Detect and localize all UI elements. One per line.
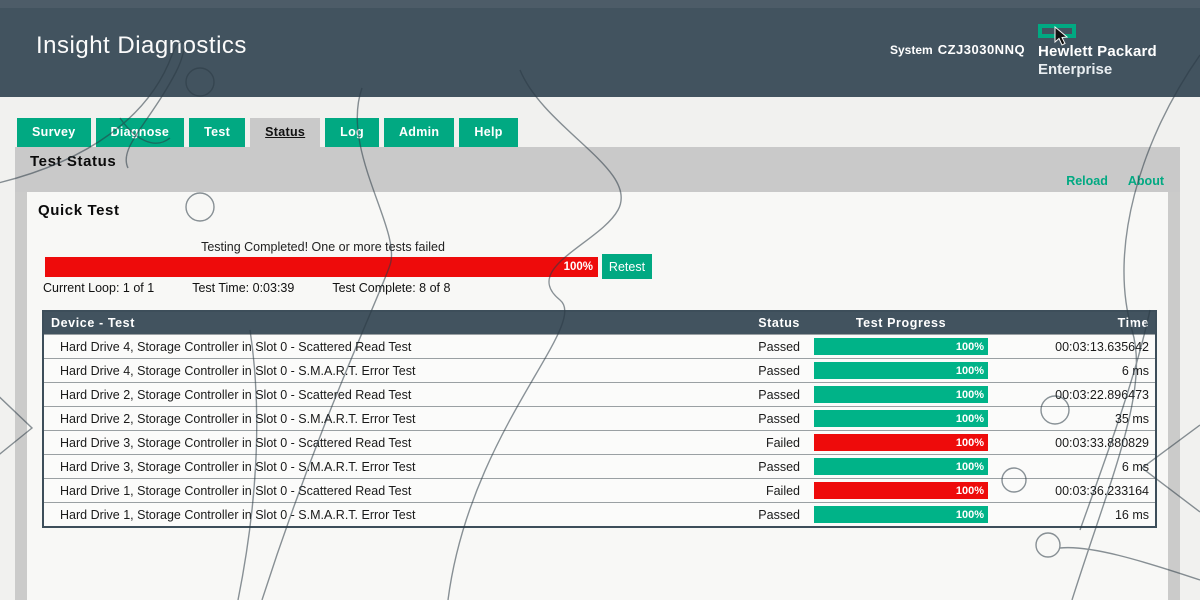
reload-link[interactable]: Reload bbox=[1066, 174, 1108, 188]
progress-bar-passed: 100% bbox=[814, 362, 988, 379]
cell-test-progress: 100% bbox=[812, 338, 990, 355]
progress-value: 100% bbox=[956, 413, 988, 425]
nav-tabs: SurveyDiagnoseTestStatusLogAdminHelp bbox=[17, 118, 518, 147]
loop-info: Current Loop: 1 of 1 Test Time: 0:03:39 … bbox=[43, 281, 488, 295]
cell-device-test: Hard Drive 2, Storage Controller in Slot… bbox=[44, 412, 732, 426]
insight-diagnostics-page: Insight Diagnostics System CZJ3030NNQ Hew… bbox=[0, 0, 1200, 600]
cell-time: 35 ms bbox=[990, 412, 1155, 426]
retest-button[interactable]: Retest bbox=[602, 254, 652, 279]
table-header-row: Device - Test Status Test Progress Time bbox=[44, 312, 1155, 334]
hpe-logo: Hewlett Packard Enterprise bbox=[1038, 24, 1157, 78]
cell-test-progress: 100% bbox=[812, 434, 990, 451]
tab-diagnose[interactable]: Diagnose bbox=[96, 118, 185, 147]
table-row: Hard Drive 2, Storage Controller in Slot… bbox=[44, 382, 1155, 406]
hpe-brand-line1: Hewlett Packard bbox=[1038, 43, 1157, 60]
tab-admin[interactable]: Admin bbox=[384, 118, 454, 147]
cell-test-progress: 100% bbox=[812, 410, 990, 427]
progress-value: 100% bbox=[956, 389, 988, 401]
table-row: Hard Drive 4, Storage Controller in Slot… bbox=[44, 358, 1155, 382]
cell-status: Failed bbox=[732, 436, 812, 450]
progress-value: 100% bbox=[956, 509, 988, 521]
cell-test-progress: 100% bbox=[812, 362, 990, 379]
cell-device-test: Hard Drive 3, Storage Controller in Slot… bbox=[44, 460, 732, 474]
tab-help[interactable]: Help bbox=[459, 118, 517, 147]
progress-bar-passed: 100% bbox=[814, 458, 988, 475]
current-loop-text: Current Loop: 1 of 1 bbox=[43, 281, 154, 295]
cell-device-test: Hard Drive 2, Storage Controller in Slot… bbox=[44, 388, 732, 402]
app-title: Insight Diagnostics bbox=[36, 32, 247, 60]
progress-bar-passed: 100% bbox=[814, 338, 988, 355]
cell-device-test: Hard Drive 1, Storage Controller in Slot… bbox=[44, 508, 732, 522]
table-body: Hard Drive 4, Storage Controller in Slot… bbox=[44, 334, 1155, 526]
quick-test-title: Quick Test bbox=[38, 202, 120, 219]
progress-bar-failed: 100% bbox=[814, 434, 988, 451]
progress-bar-passed: 100% bbox=[814, 506, 988, 523]
test-time-text: Test Time: 0:03:39 bbox=[192, 281, 294, 295]
progress-value: 100% bbox=[956, 365, 988, 377]
table-row: Hard Drive 3, Storage Controller in Slot… bbox=[44, 430, 1155, 454]
tab-survey[interactable]: Survey bbox=[17, 118, 91, 147]
cell-time: 6 ms bbox=[990, 364, 1155, 378]
overall-progress-value: 100% bbox=[564, 261, 598, 273]
progress-value: 100% bbox=[956, 485, 988, 497]
system-label: System bbox=[890, 43, 933, 57]
progress-bar-passed: 100% bbox=[814, 410, 988, 427]
cell-status: Passed bbox=[732, 364, 812, 378]
right-margin-strip bbox=[1168, 192, 1180, 600]
table-row: Hard Drive 3, Storage Controller in Slot… bbox=[44, 454, 1155, 478]
cell-test-progress: 100% bbox=[812, 458, 990, 475]
test-complete-text: Test Complete: 8 of 8 bbox=[332, 281, 450, 295]
col-header-time: Time bbox=[990, 316, 1155, 330]
section-band: Test Status Reload About bbox=[15, 147, 1180, 192]
system-id: System CZJ3030NNQ bbox=[890, 42, 1025, 57]
masthead: Insight Diagnostics System CZJ3030NNQ Hew… bbox=[0, 0, 1200, 97]
tab-log[interactable]: Log bbox=[325, 118, 379, 147]
page-title: Test Status bbox=[30, 153, 116, 170]
system-serial: CZJ3030NNQ bbox=[938, 42, 1025, 57]
cell-status: Passed bbox=[732, 412, 812, 426]
progress-value: 100% bbox=[956, 341, 988, 353]
cell-status: Passed bbox=[732, 388, 812, 402]
cell-status: Failed bbox=[732, 484, 812, 498]
cell-device-test: Hard Drive 4, Storage Controller in Slot… bbox=[44, 340, 732, 354]
masthead-top-strip bbox=[0, 0, 1200, 8]
cell-time: 00:03:13.635642 bbox=[990, 340, 1155, 354]
cell-time: 00:03:36.233164 bbox=[990, 484, 1155, 498]
left-margin-strip bbox=[15, 192, 27, 600]
test-status-message: Testing Completed! One or more tests fai… bbox=[45, 240, 601, 254]
about-link[interactable]: About bbox=[1128, 174, 1164, 188]
progress-bar-failed: 100% bbox=[814, 482, 988, 499]
table-row: Hard Drive 2, Storage Controller in Slot… bbox=[44, 406, 1155, 430]
tab-status[interactable]: Status bbox=[250, 118, 320, 147]
col-header-device-test: Device - Test bbox=[44, 316, 732, 330]
col-header-test-progress: Test Progress bbox=[812, 316, 990, 330]
table-row: Hard Drive 1, Storage Controller in Slot… bbox=[44, 502, 1155, 526]
test-results-table: Device - Test Status Test Progress Time … bbox=[42, 310, 1157, 528]
cell-status: Passed bbox=[732, 508, 812, 522]
cell-status: Passed bbox=[732, 340, 812, 354]
cell-time: 00:03:22.896473 bbox=[990, 388, 1155, 402]
cell-time: 6 ms bbox=[990, 460, 1155, 474]
progress-value: 100% bbox=[956, 461, 988, 473]
cell-device-test: Hard Drive 3, Storage Controller in Slot… bbox=[44, 436, 732, 450]
overall-progress-bar: 100% bbox=[45, 257, 598, 277]
tab-test[interactable]: Test bbox=[189, 118, 245, 147]
cell-time: 16 ms bbox=[990, 508, 1155, 522]
hpe-brand-line2: Enterprise bbox=[1038, 61, 1157, 78]
table-row: Hard Drive 1, Storage Controller in Slot… bbox=[44, 478, 1155, 502]
cell-time: 00:03:33.880829 bbox=[990, 436, 1155, 450]
progress-bar-passed: 100% bbox=[814, 386, 988, 403]
table-row: Hard Drive 4, Storage Controller in Slot… bbox=[44, 334, 1155, 358]
cell-device-test: Hard Drive 4, Storage Controller in Slot… bbox=[44, 364, 732, 378]
progress-value: 100% bbox=[956, 437, 988, 449]
hpe-rectangle-icon bbox=[1038, 24, 1076, 38]
col-header-status: Status bbox=[732, 316, 812, 330]
band-links: Reload About bbox=[1066, 174, 1164, 188]
cell-test-progress: 100% bbox=[812, 506, 990, 523]
cell-test-progress: 100% bbox=[812, 386, 990, 403]
cell-status: Passed bbox=[732, 460, 812, 474]
cell-test-progress: 100% bbox=[812, 482, 990, 499]
cell-device-test: Hard Drive 1, Storage Controller in Slot… bbox=[44, 484, 732, 498]
